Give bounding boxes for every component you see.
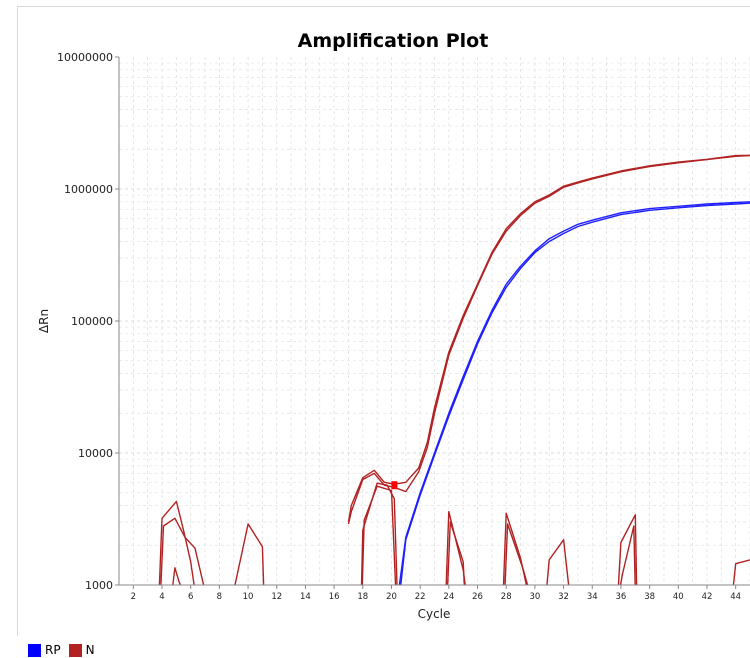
x-tick-label: 8	[217, 592, 222, 602]
legend-swatch-n	[68, 643, 82, 657]
x-tick-label: 10	[243, 592, 254, 602]
series-line-n-2	[347, 154, 750, 523]
legend-label-rp: RP	[45, 643, 61, 657]
x-tick-label: 24	[443, 592, 454, 602]
amplification-plot: Amplification Plot 1000 10000 100000 100000…	[37, 30, 750, 621]
x-tick-label: 44	[730, 592, 741, 602]
x-tick-label: 20	[386, 592, 397, 602]
y-tick-labels: 1000 10000 100000 1000000 10000000	[57, 51, 113, 592]
chart-frame	[17, 6, 750, 636]
x-tick-label: 34	[587, 592, 598, 602]
series-line-n-13	[504, 523, 529, 585]
y-tick-label: 10000000	[57, 51, 113, 64]
x-tick-label: 2	[131, 592, 136, 602]
x-tick-label: 6	[188, 592, 193, 602]
x-tick-label: 40	[673, 592, 684, 602]
y-tick-label: 1000	[85, 579, 113, 592]
x-tick-label: 36	[616, 592, 627, 602]
series-line-n-4	[158, 500, 195, 585]
x-tick-label: 38	[644, 592, 655, 602]
axes	[115, 56, 750, 589]
x-tick-label: 26	[472, 592, 483, 602]
x-tick-label: 42	[702, 592, 713, 602]
x-tick-label: 16	[329, 592, 340, 602]
series-line-n-17	[732, 559, 750, 585]
x-tick-label: 18	[357, 592, 368, 602]
x-axis-label: Cycle	[418, 607, 451, 621]
series-lines	[158, 154, 750, 585]
legend-swatch-rp	[28, 643, 41, 657]
legend: RP N	[28, 643, 103, 657]
x-tick-label: 28	[501, 592, 512, 602]
series-line-n-5	[160, 517, 205, 585]
x-tick-labels: 2 4 6 8 10 12 14 16 18 20 22 24 26 28 30 32 34 36 38 40 42 44	[131, 592, 741, 602]
series-line-rp-0	[398, 201, 750, 585]
legend-item-rp[interactable]: RP	[28, 643, 61, 657]
x-tick-label: 30	[529, 592, 540, 602]
series-line-n-14	[546, 539, 570, 585]
series-line-n-9	[361, 485, 397, 585]
series-line-n-16	[619, 525, 636, 585]
series-line-n-11	[446, 521, 466, 585]
chart-title: Amplification Plot	[298, 30, 489, 52]
x-tick-label: 12	[271, 592, 282, 602]
x-tick-label: 22	[415, 592, 426, 602]
grid	[118, 57, 750, 586]
x-tick-label: 4	[159, 592, 164, 602]
y-axis-label: ΔRn	[37, 309, 51, 333]
y-tick-label: 10000	[78, 447, 113, 460]
y-tick-label: 1000000	[64, 183, 113, 196]
legend-label-n: N	[85, 643, 95, 657]
series-line-n-8	[360, 482, 398, 585]
legend-item-n[interactable]: N	[68, 643, 95, 657]
y-tick-label: 100000	[71, 315, 113, 328]
x-tick-label: 32	[558, 592, 569, 602]
series-line-rp-1	[400, 202, 750, 585]
series-line-n-15	[617, 514, 638, 585]
x-tick-label: 14	[300, 592, 311, 602]
series-line-n-6	[172, 567, 182, 585]
series-line-n-7	[234, 523, 265, 585]
threshold-marker[interactable]	[391, 481, 398, 490]
